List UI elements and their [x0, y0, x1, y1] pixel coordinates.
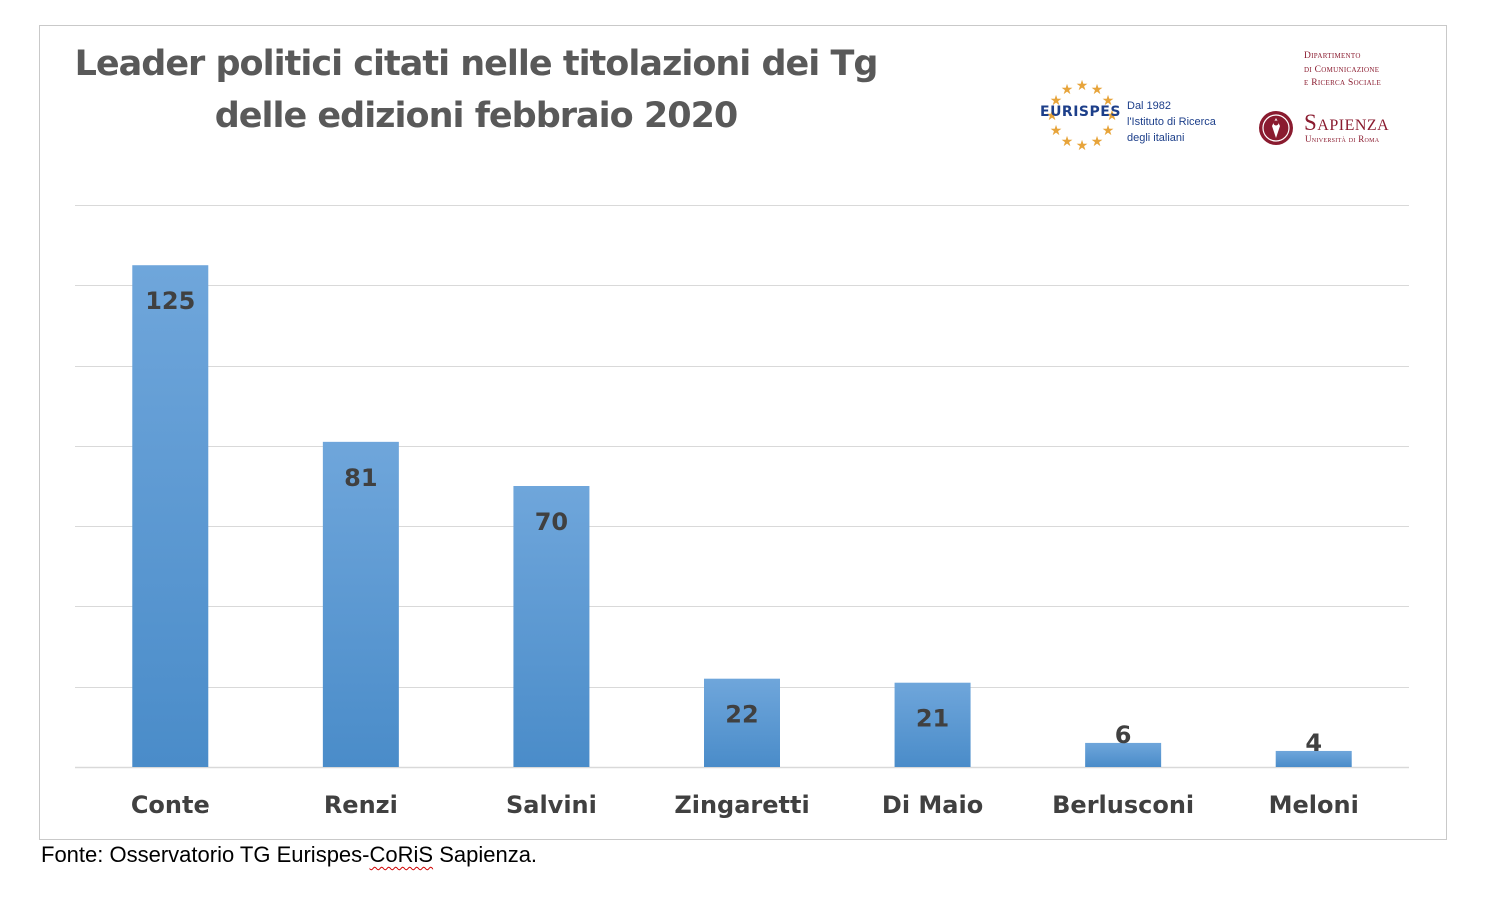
data-label: 21 [916, 705, 949, 733]
star-icon: ★ [1050, 92, 1063, 108]
star-icon: ★ [1061, 81, 1074, 97]
sapienza-department-1: Dipartimento [1304, 51, 1361, 61]
x-tick-label: Di Maio [882, 791, 983, 819]
source-flagged-word: CoRiS [369, 842, 434, 867]
bar-renzi [322, 441, 399, 767]
data-labels: 125 81 70 22 21 6 4 [145, 287, 1322, 757]
star-icon: ★ [1046, 107, 1059, 123]
eurispes-tagline-3: degli italiani [1127, 132, 1185, 144]
eurispes-logo: ★ ★ ★ ★ ★ ★ ★ ★ ★ ★ ★ ★ EURISPES Dal 1982 l'Istitut… [1040, 78, 1220, 154]
star-icon: ★ [1076, 78, 1089, 93]
bar-zingaretti [704, 678, 780, 767]
eurispes-stars-icon: ★★★★★★★★★ ★ ★★ [1046, 78, 1119, 153]
data-label: 6 [1115, 721, 1132, 749]
eurispes-tagline-2: l'Istituto di Ricerca [1127, 116, 1216, 128]
x-tick-label: Renzi [324, 791, 398, 819]
star-icon: ★ [1106, 107, 1119, 123]
source-note: Fonte: Osservatorio TG Eurispes-CoRiS Sa… [41, 842, 537, 868]
sapienza-seal-icon [1259, 111, 1293, 145]
bar-conte [132, 265, 209, 767]
x-tick-label: Conte [131, 791, 210, 819]
sapienza-department-3: e Ricerca Sociale [1304, 78, 1382, 88]
star-icon: ★ [1076, 137, 1089, 153]
star-icon: ★ [1091, 133, 1104, 149]
data-label: 125 [145, 287, 195, 315]
x-axis-tick-labels: Conte Renzi Salvini Zingaretti Di Maio Berlus… [131, 791, 1359, 819]
sapienza-subtitle: Università di Roma [1305, 134, 1380, 144]
bar-salvini [513, 486, 590, 767]
eurispes-name: EURISPES [1040, 104, 1121, 120]
source-prefix: Fonte: Osservatorio TG Eurispes- [41, 842, 370, 867]
x-tick-label: Zingaretti [674, 791, 809, 819]
chart-title: Leader politici citati nelle titolazioni… [40, 38, 912, 142]
sapienza-department: Dipartimento di Comunicazione e Ricerca … [1304, 50, 1424, 91]
star-icon: ★ [1091, 81, 1104, 97]
bars [132, 265, 1352, 767]
star-icon: ★ [1102, 122, 1115, 138]
sapienza-logo: Dipartimento di Comunicazione e Ricerca … [1256, 50, 1426, 160]
bar-di-maio [894, 682, 971, 767]
x-tick-label: Salvini [506, 791, 597, 819]
chart-frame [39, 25, 1447, 840]
gridlines [75, 205, 1409, 769]
sapienza-department-2: di Comunicazione [1304, 64, 1380, 75]
source-suffix: Sapienza. [433, 842, 538, 867]
sapienza-name: Sapienza [1304, 110, 1390, 135]
data-label: 4 [1305, 729, 1322, 757]
x-tick-label: Berlusconi [1052, 791, 1194, 819]
eurispes-tagline: Dal 1982 l'Istituto di Ricerca degli ita… [1127, 98, 1227, 146]
bar-berlusconi [1085, 742, 1162, 767]
star-icon: ★ [1050, 122, 1063, 138]
star-icon: ★ [1061, 133, 1074, 149]
x-tick-label: Meloni [1269, 791, 1359, 819]
chart-title-line-1: Leader politici citati nelle titolazioni… [74, 44, 879, 84]
data-label: 22 [725, 701, 758, 729]
chart-title-line-2: delle edizioni febbraio 2020 [214, 96, 739, 136]
data-label: 81 [344, 464, 377, 492]
eurispes-tagline-1: Dal 1982 [1127, 100, 1172, 112]
star-icon: ★ [1102, 92, 1115, 108]
data-label: 70 [535, 508, 568, 536]
bar-meloni [1275, 750, 1352, 767]
